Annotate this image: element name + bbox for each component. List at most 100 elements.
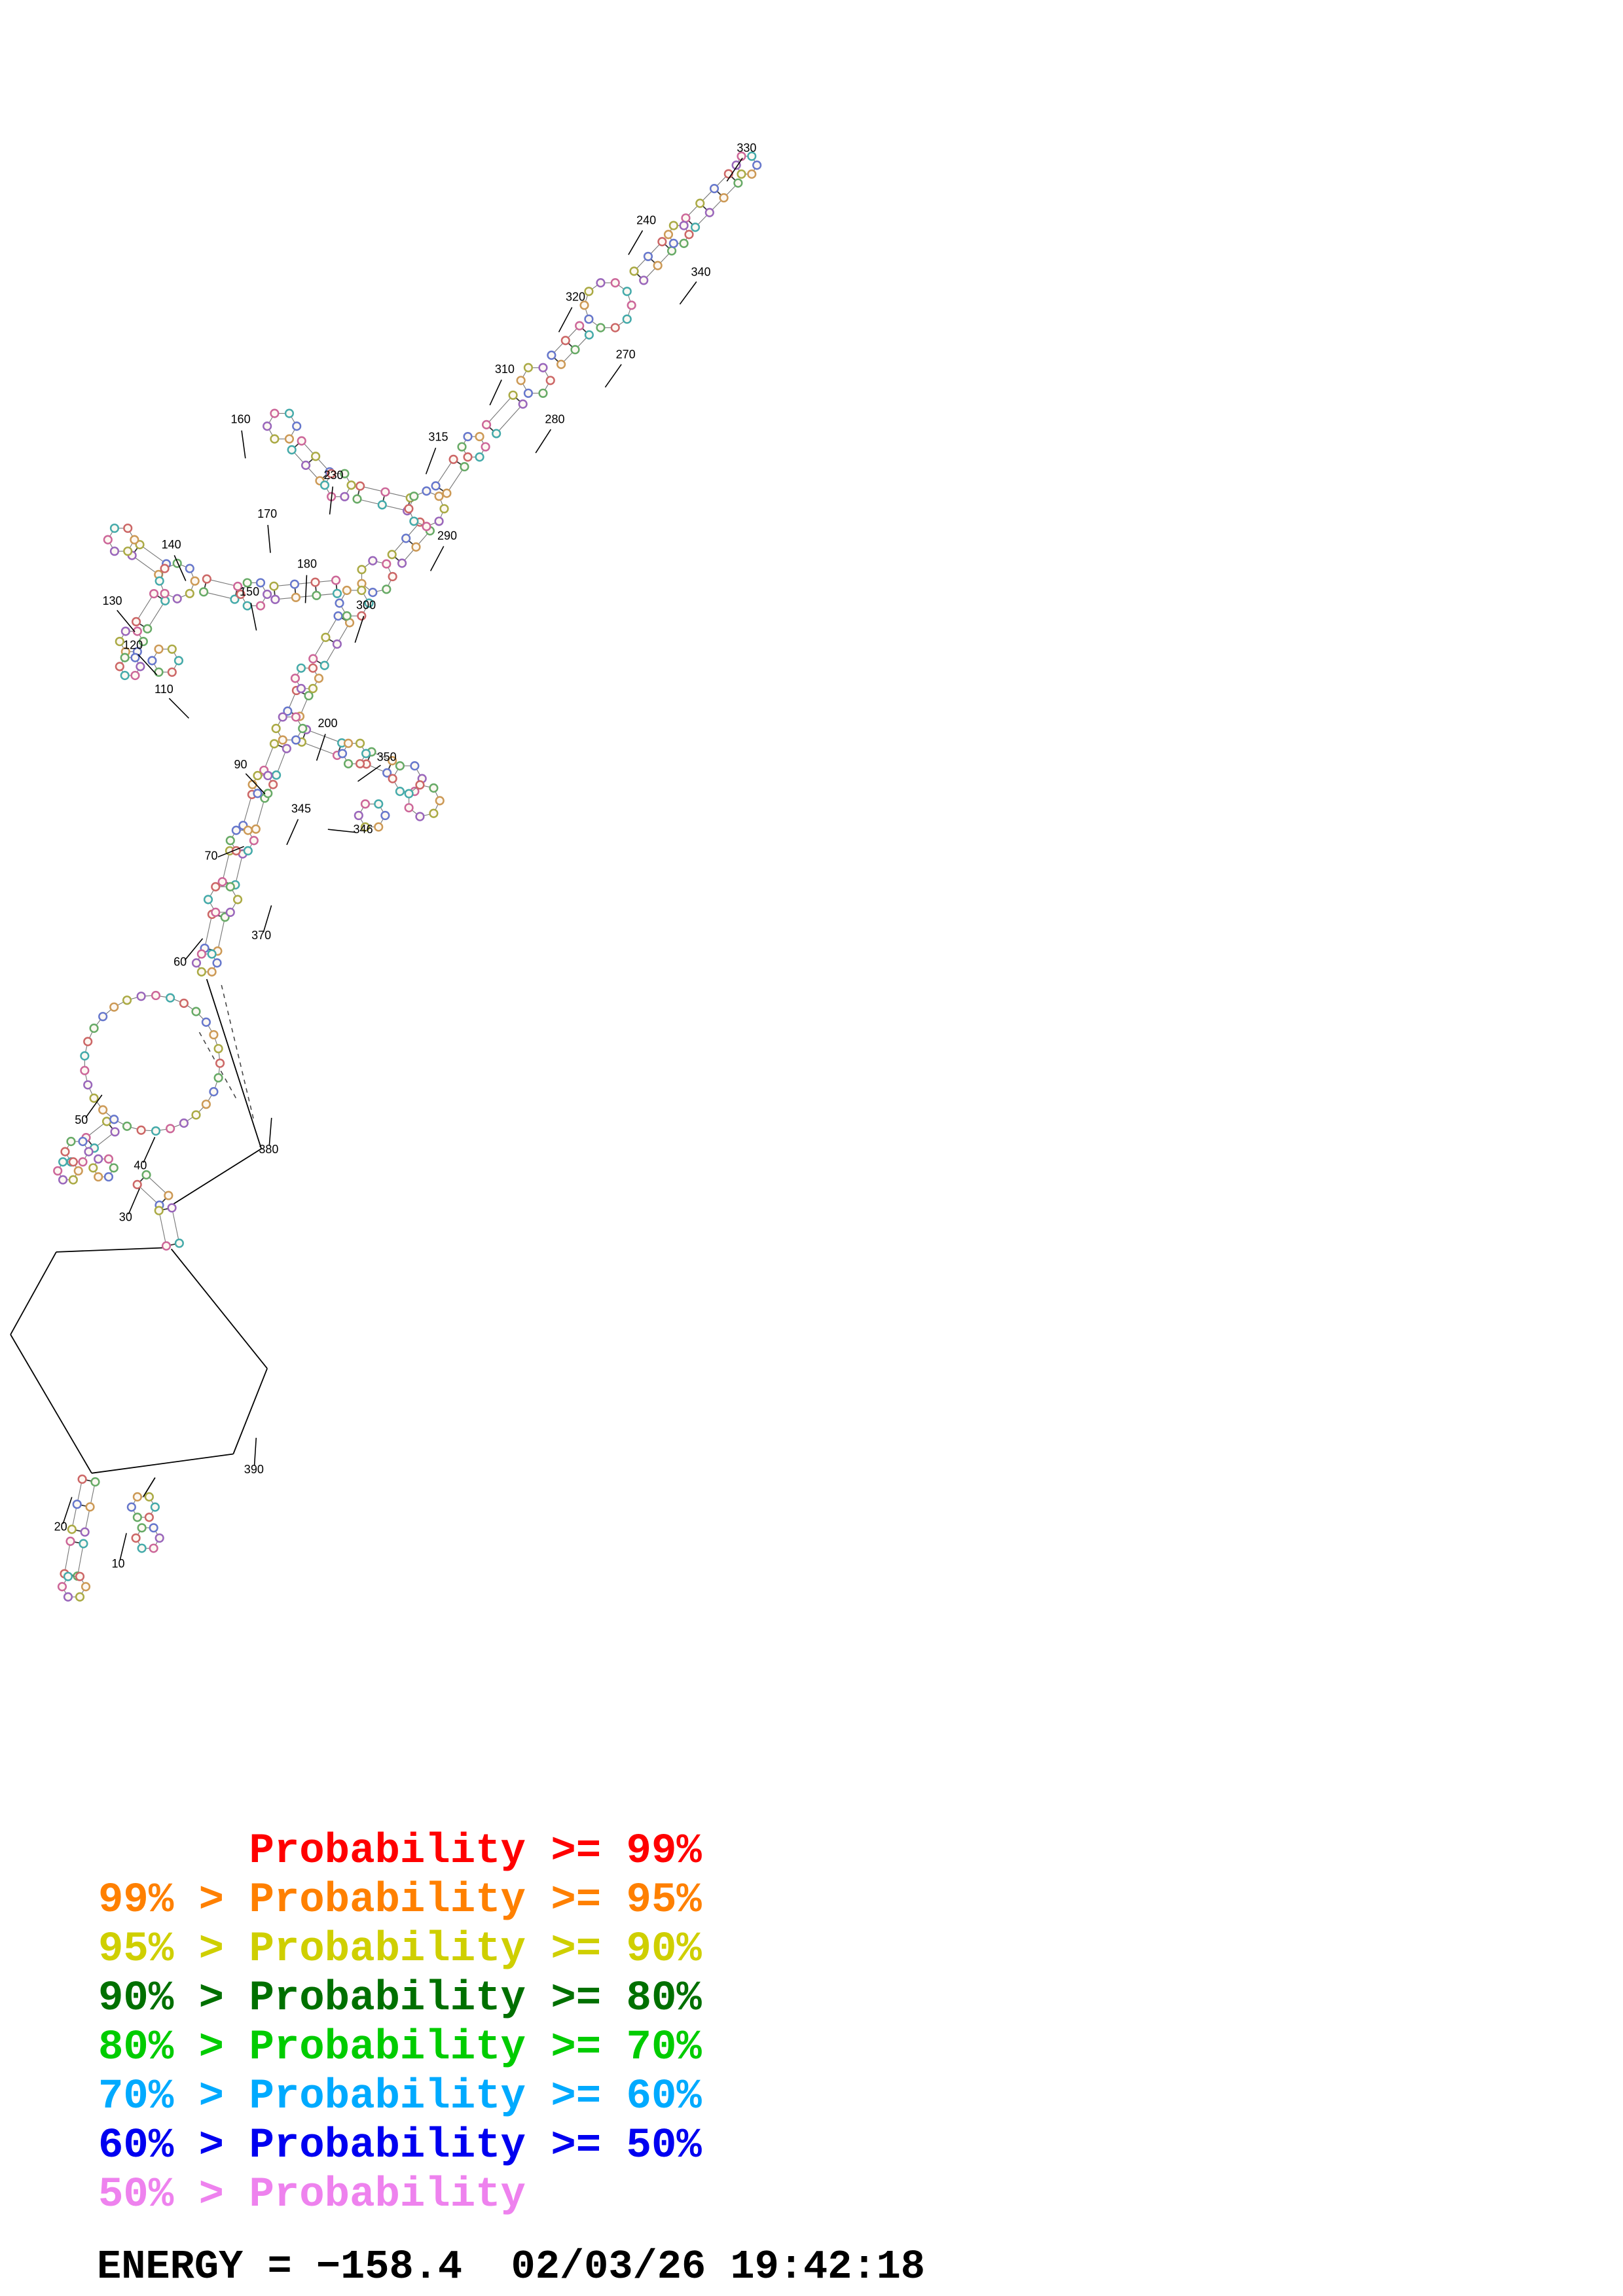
position-label: 10 xyxy=(112,1557,125,1570)
nucleotide-dot xyxy=(143,624,153,634)
nucleotide-dot xyxy=(679,238,689,248)
nucleotide-dot xyxy=(387,550,397,560)
nucleotide-dot xyxy=(212,958,222,968)
nucleotide-dot xyxy=(225,882,235,891)
nucleotide-dot xyxy=(332,639,342,649)
nucleotide-dot xyxy=(342,611,352,621)
nucleotide-dot xyxy=(225,836,235,846)
position-label: 346 xyxy=(354,823,373,836)
nucleotide-dot xyxy=(335,598,344,608)
nucleotide-dot xyxy=(75,1571,85,1581)
nucleotide-dot xyxy=(357,565,367,575)
position-label: 200 xyxy=(318,717,337,730)
nucleotide-dot xyxy=(752,160,762,170)
nucleotide-dot xyxy=(731,160,741,170)
nucleotide-dot xyxy=(596,278,606,288)
nucleotide-dot xyxy=(233,581,243,591)
nucleotide-dot xyxy=(404,504,414,514)
nucleotide-dot xyxy=(213,1044,223,1054)
nucleotide-dot xyxy=(103,1172,114,1182)
nucleotide-dot xyxy=(249,836,259,846)
backbone-link xyxy=(91,1453,234,1474)
helix-rail xyxy=(77,1543,84,1577)
position-label: 280 xyxy=(545,413,564,426)
label-tick xyxy=(679,281,697,305)
nucleotide-dot xyxy=(704,207,714,217)
nucleotide-dot xyxy=(404,789,414,798)
energy-readout: ENERGY = −158.4 02/03/26 19:42:18 xyxy=(97,2244,926,2290)
nucleotide-dot xyxy=(201,1100,211,1109)
backbone-link xyxy=(143,1477,156,1498)
position-label: 60 xyxy=(173,956,187,969)
helix-rail xyxy=(695,183,739,228)
label-tick xyxy=(168,698,189,719)
nucleotide-dot xyxy=(457,442,467,452)
nucleotide-dot xyxy=(356,481,365,491)
position-label: 320 xyxy=(566,291,585,304)
position-label: 290 xyxy=(437,529,457,543)
nucleotide-dot xyxy=(481,420,492,429)
nucleotide-dot xyxy=(232,895,243,905)
label-tick xyxy=(425,447,437,475)
nucleotide-dot xyxy=(103,1154,114,1164)
nucleotide-dot xyxy=(253,770,263,781)
nucleotide-dot xyxy=(429,783,439,793)
nucleotide-dot xyxy=(84,1147,94,1157)
nucleotide-dot xyxy=(481,442,490,452)
nucleotide-dot xyxy=(110,1127,120,1137)
nucleotide-dot xyxy=(122,996,132,1005)
label-tick xyxy=(726,157,743,182)
nucleotide-dot xyxy=(75,1592,85,1602)
nucleotide-dot xyxy=(475,431,484,442)
nucleotide-dot xyxy=(556,359,566,369)
nucleotide-dot xyxy=(263,789,273,798)
nucleotide-dot xyxy=(147,656,157,666)
nucleotide-dot xyxy=(409,516,419,526)
nucleotide-dot xyxy=(448,454,458,464)
position-label: 240 xyxy=(636,213,656,226)
nucleotide-dot xyxy=(579,300,589,310)
nucleotide-dot xyxy=(191,1007,201,1016)
dotted-link xyxy=(221,984,255,1121)
nucleotide-dot xyxy=(196,967,206,977)
nucleotide-dot xyxy=(463,452,473,462)
nucleotide-dot xyxy=(475,452,484,462)
nucleotide-dot xyxy=(144,1513,154,1522)
nucleotide-dot xyxy=(263,770,273,781)
nucleotide-dot xyxy=(251,824,261,834)
nucleotide-dot xyxy=(284,434,295,444)
nucleotide-dot xyxy=(83,1037,93,1047)
nucleotide-dot xyxy=(132,1513,142,1522)
nucleotide-dot xyxy=(94,1172,103,1182)
label-tick xyxy=(62,1497,73,1524)
nucleotide-dot xyxy=(172,594,182,603)
label-tick xyxy=(268,1117,272,1146)
nucleotide-dot xyxy=(737,169,746,179)
nucleotide-dot xyxy=(136,1125,146,1135)
nucleotide-dot xyxy=(207,949,217,959)
backbone-link xyxy=(10,1251,57,1335)
nucleotide-dot xyxy=(560,336,570,346)
nucleotide-dot xyxy=(101,1117,112,1126)
nucleotide-dot xyxy=(357,585,367,596)
position-label: 50 xyxy=(75,1113,88,1126)
nucleotide-dot xyxy=(63,1592,73,1602)
nucleotide-dot xyxy=(161,1241,172,1251)
nucleotide-dot xyxy=(132,1179,142,1189)
nucleotide-dot xyxy=(629,266,639,276)
nucleotide-dot xyxy=(247,780,257,789)
nucleotide-dot xyxy=(253,789,263,798)
nucleotide-dot xyxy=(610,278,620,288)
helix-rail xyxy=(137,1184,160,1206)
backbone-link xyxy=(56,1247,170,1253)
nucleotide-dot xyxy=(123,547,133,556)
nucleotide-dot xyxy=(747,169,757,179)
position-label: 340 xyxy=(691,265,710,278)
nucleotide-dot xyxy=(278,712,287,722)
nucleotide-dot xyxy=(382,584,392,594)
label-tick xyxy=(173,555,187,581)
helix-rail xyxy=(685,173,729,219)
helix-rail xyxy=(234,853,244,886)
nucleotide-dot xyxy=(242,578,252,588)
nucleotide-dot xyxy=(123,523,133,533)
